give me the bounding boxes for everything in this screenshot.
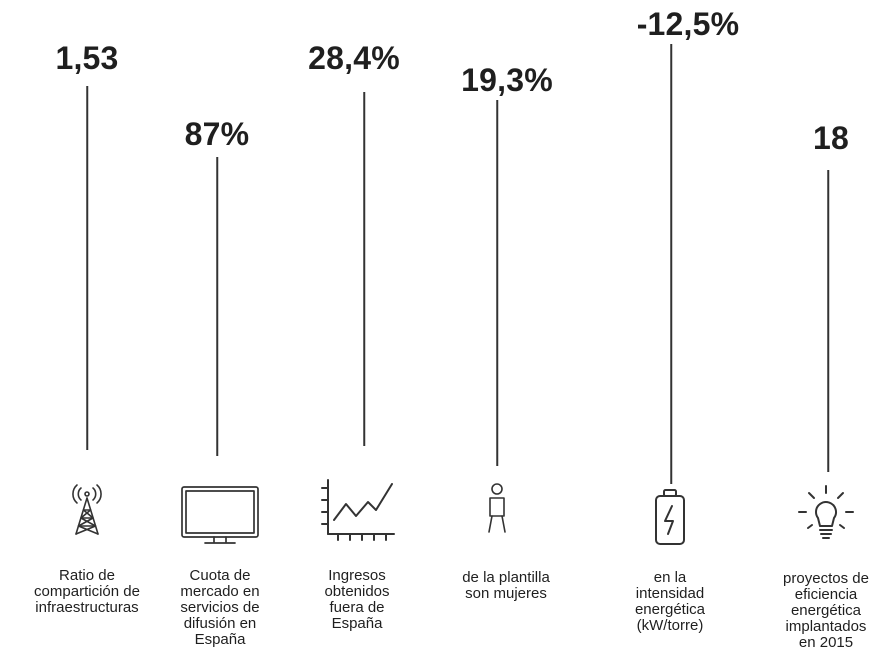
stat-value: 19,3%	[461, 62, 553, 98]
description-line: intensidad	[635, 585, 705, 602]
stat-description: en la intensidad energética (kW/torre)	[635, 570, 705, 634]
battery-icon	[653, 488, 687, 548]
woman-icon	[483, 482, 511, 538]
connector-line	[670, 44, 672, 484]
description-line: en 2015	[798, 634, 854, 651]
stat-value: 18	[813, 120, 849, 156]
description-line: son mujeres	[465, 585, 547, 602]
description-line: fuera de	[329, 599, 385, 616]
stat-description: Ratio de compartición de infraestructura…	[34, 568, 140, 616]
description-line: energética	[790, 602, 862, 619]
stat-description: Ingresos obtenidos fuera de España	[324, 568, 389, 632]
description-line: España	[194, 631, 246, 648]
lightbulb-icon	[796, 484, 856, 548]
connector-line	[216, 157, 218, 456]
description-line: servicios de	[180, 599, 260, 616]
monitor-icon	[180, 485, 260, 547]
stat-description: de la plantilla son mujeres	[462, 570, 550, 602]
stat-value: 87%	[184, 116, 250, 152]
antenna-tower-icon	[67, 482, 107, 538]
description-line: difusión en	[183, 615, 257, 632]
description-line: Ratio de	[59, 567, 115, 584]
description-line: mercado en	[180, 583, 260, 600]
connector-line	[363, 92, 365, 446]
description-line: España	[331, 615, 383, 632]
description-line: proyectos de	[783, 570, 869, 587]
description-line: infraestructuras	[35, 599, 139, 616]
connector-line	[86, 86, 88, 450]
description-line: compartición de	[34, 583, 140, 600]
stat-value: 1,53	[55, 40, 119, 76]
stat-value: -12,5%	[636, 6, 740, 42]
description-line: (kW/torre)	[636, 617, 704, 634]
stat-description: proyectos de eficiencia energética impla…	[783, 571, 869, 651]
connector-line	[496, 100, 498, 466]
description-line: energética	[634, 601, 706, 618]
connector-line	[827, 170, 829, 472]
description-line: obtenidos	[324, 583, 390, 600]
description-line: Ingresos	[328, 567, 386, 584]
growth-chart-icon	[320, 476, 396, 542]
description-line: de la plantilla	[462, 569, 550, 586]
description-line: eficiencia	[794, 586, 858, 603]
stat-value: 28,4%	[308, 40, 400, 76]
description-line: implantados	[785, 618, 867, 635]
description-line: en la	[653, 569, 687, 586]
stat-description: Cuota de mercado en servicios de difusió…	[180, 568, 259, 648]
description-line: Cuota de	[189, 567, 251, 584]
